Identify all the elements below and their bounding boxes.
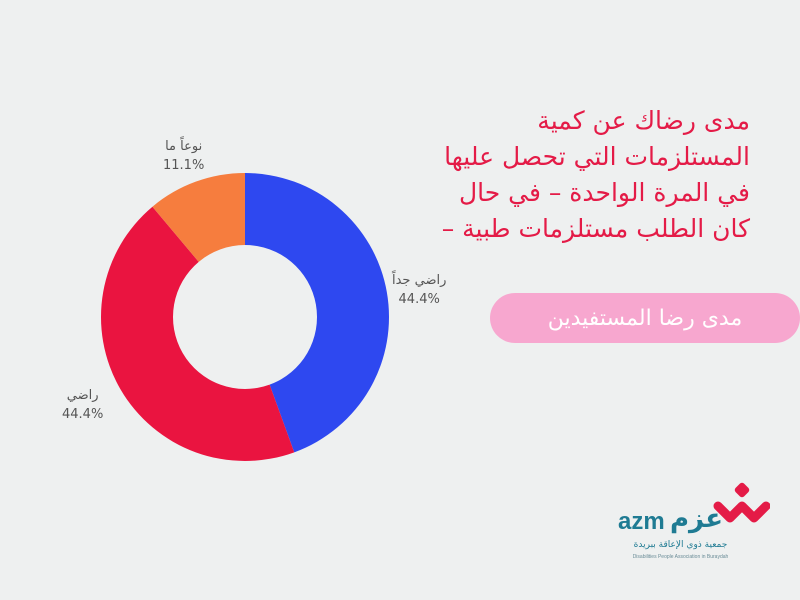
logo-mark-icon	[713, 482, 770, 523]
chart-title: مدى رضاك عن كمية المستلزمات التي تحصل عل…	[400, 103, 750, 247]
slice-category-label: نوعاً ما	[165, 139, 203, 154]
slice-category-label: راضي	[66, 388, 99, 403]
slice-label-satisfied: راضي 44.4%	[62, 386, 103, 424]
beneficiary-satisfaction-banner: مدى رضا المستفيدين	[490, 293, 800, 343]
slice-label-very-satisfied: راضي جداً 44.4%	[392, 271, 446, 309]
banner-label: مدى رضا المستفيدين	[547, 305, 743, 331]
title-line: المستلزمات التي تحصل عليها	[444, 142, 750, 171]
title-line: كان الطلب مستلزمات طبية –	[441, 214, 750, 243]
slice-label-somewhat: نوعاً ما 11.1%	[163, 137, 204, 175]
slice-satisfied	[100, 206, 295, 462]
title-line: مدى رضاك عن كمية	[537, 106, 750, 135]
slice-value-label: 44.4%	[398, 292, 440, 307]
slice-value-label: 11.1%	[163, 158, 205, 173]
slice-somewhat	[152, 173, 245, 262]
logo-latin-text: azm	[618, 508, 665, 535]
logo-english-subtitle: Disabilities People Association in Buray…	[632, 554, 729, 560]
slice-value-label: 44.4%	[62, 407, 104, 422]
title-line: في المرة الواحدة – في حال	[458, 178, 750, 207]
azm-logo: azm عزم جمعية ذوي الإعاقة ببريدة Disabil…	[600, 478, 780, 588]
slice-category-label: راضي جداً	[392, 273, 447, 288]
logo-arabic-text: عزم	[670, 504, 723, 534]
slice-very-satisfied	[245, 173, 390, 453]
logo-arabic-subtitle: جمعية ذوي الإعاقة ببريدة	[633, 540, 728, 550]
